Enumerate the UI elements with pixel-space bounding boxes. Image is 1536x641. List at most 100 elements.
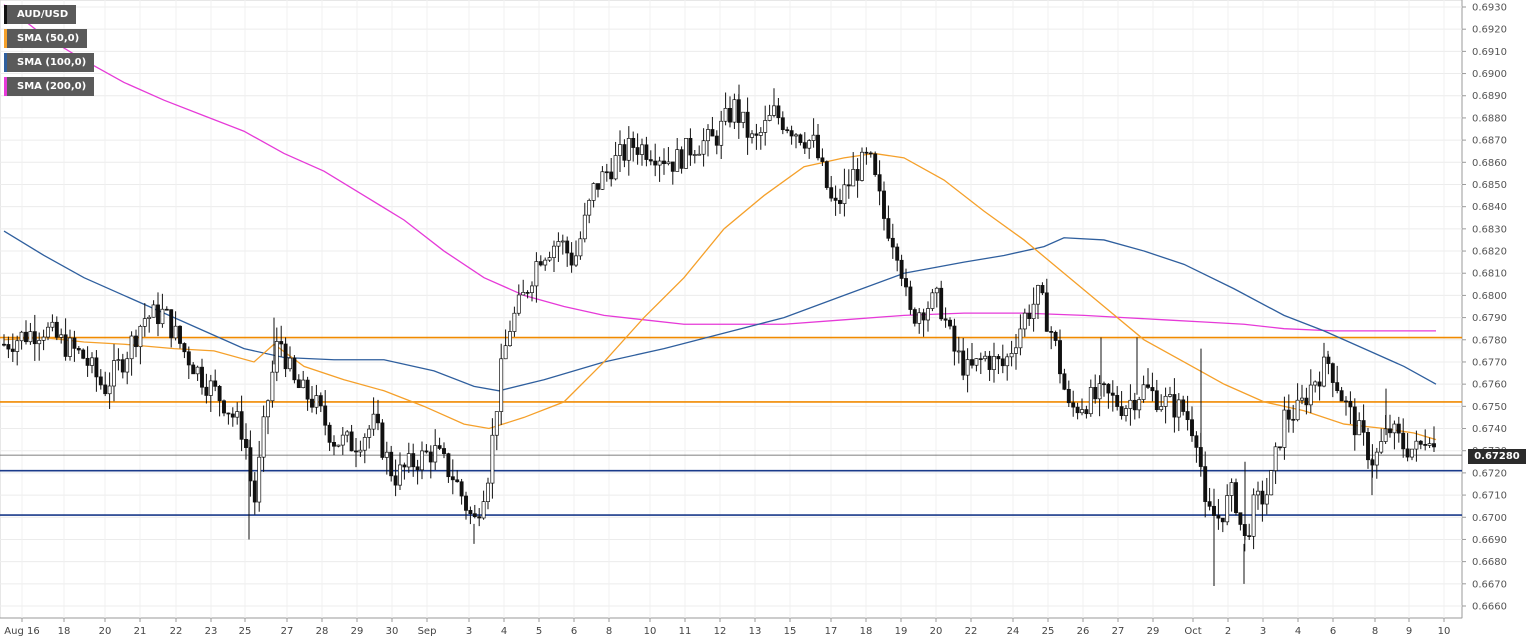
candle-body (613, 155, 618, 180)
legend-item-sma-200[interactable]: SMA (200,0) (4, 77, 95, 96)
candle-body (85, 357, 90, 366)
candle-body (1291, 418, 1296, 421)
candle-body (1146, 384, 1150, 388)
candle-body (1190, 419, 1194, 437)
candle-body (296, 379, 301, 389)
y-tick-label: 0.6740 (1472, 424, 1507, 435)
candle-body (1401, 432, 1406, 450)
candle-body (481, 501, 486, 519)
candle-body (459, 481, 464, 497)
candle-body (50, 321, 55, 328)
y-tick-label: 0.6910 (1472, 47, 1507, 58)
candle-body (1014, 347, 1018, 354)
candle-body (763, 120, 768, 133)
candle-body (921, 312, 926, 321)
x-tick-label: Aug 16 (4, 626, 39, 637)
x-tick-label: 29 (1147, 626, 1160, 637)
candle-body (1185, 411, 1190, 421)
y-tick-label: 0.6870 (1472, 136, 1507, 147)
candle-body (578, 238, 583, 257)
candle-body (503, 345, 508, 360)
candle-body (10, 348, 15, 352)
candle-body (635, 147, 640, 155)
legend-item-sma-50[interactable]: SMA (50,0) (4, 29, 88, 48)
candle-body (890, 237, 895, 248)
candle-body (138, 325, 143, 348)
candle-body (1361, 420, 1366, 433)
candle-body (530, 285, 534, 293)
candle-body (182, 343, 187, 353)
legend-item-sma-100[interactable]: SMA (100,0) (4, 53, 95, 72)
candle-body (349, 431, 354, 452)
candle-body (719, 120, 724, 146)
candle-body (1005, 356, 1010, 367)
candle-body (266, 400, 270, 418)
x-tick-label: 30 (386, 626, 399, 637)
candle-body (433, 445, 438, 463)
candle-body (596, 183, 600, 190)
candle-body (1308, 384, 1313, 406)
candle-body (701, 140, 706, 155)
candle-body (692, 154, 697, 156)
candle-body (604, 171, 609, 174)
candle-body (323, 405, 328, 426)
candle-body (1273, 446, 1278, 471)
candle-body (1071, 402, 1076, 408)
y-tick-label: 0.6890 (1472, 91, 1507, 102)
candle-body (76, 348, 81, 351)
candle-body (1344, 400, 1348, 403)
candle-body (204, 386, 209, 396)
y-tick-label: 0.6850 (1472, 180, 1507, 191)
candle-body (1009, 353, 1014, 358)
legend-swatch (4, 29, 7, 48)
candle-body (274, 341, 279, 373)
candle-body (160, 308, 165, 325)
candle-body (912, 309, 917, 324)
candle-body (332, 442, 336, 447)
x-tick-label: 21 (134, 626, 147, 637)
candle-body (868, 152, 873, 155)
y-tick-label: 0.6720 (1472, 468, 1507, 479)
candle-body (1084, 409, 1089, 415)
legend-swatch (4, 5, 7, 24)
candle-body (393, 475, 398, 486)
candle-body (59, 334, 64, 338)
candle-body (169, 309, 174, 339)
candle-body (750, 133, 754, 138)
x-tick-label: 20 (99, 626, 112, 637)
sma-200-line (3, 4, 1436, 332)
candle-body (754, 133, 759, 136)
candle-body (582, 214, 587, 240)
candle-body (1137, 399, 1142, 411)
candle-body (877, 174, 882, 192)
candle-body (745, 111, 750, 138)
candle-body (112, 360, 116, 387)
legend-item-aud-usd[interactable]: AUD/USD (4, 5, 77, 24)
candle-body (785, 129, 790, 132)
candle-body (1049, 331, 1054, 333)
candle-body (556, 241, 561, 247)
candle-body (776, 105, 781, 119)
candle-body (1348, 400, 1353, 408)
candle-body (1040, 285, 1045, 294)
candle-body (1388, 428, 1392, 434)
candle-body (499, 358, 504, 412)
x-tick-label: 20 (930, 626, 943, 637)
candle-body (956, 350, 961, 353)
y-tick-label: 0.6810 (1472, 269, 1507, 280)
candle-body (996, 356, 1001, 360)
candle-body (1379, 441, 1384, 453)
candle-body (930, 292, 935, 309)
candle-body (714, 135, 719, 146)
candle-body (1062, 373, 1067, 390)
candle-body (1141, 384, 1146, 400)
candle-body (842, 184, 847, 205)
candle-body (178, 325, 182, 344)
candle-body (107, 385, 112, 395)
candle-body (371, 413, 376, 430)
candle-body (626, 138, 631, 161)
candle-body (992, 356, 996, 370)
candle-body (534, 261, 539, 287)
candle-body (706, 129, 710, 142)
